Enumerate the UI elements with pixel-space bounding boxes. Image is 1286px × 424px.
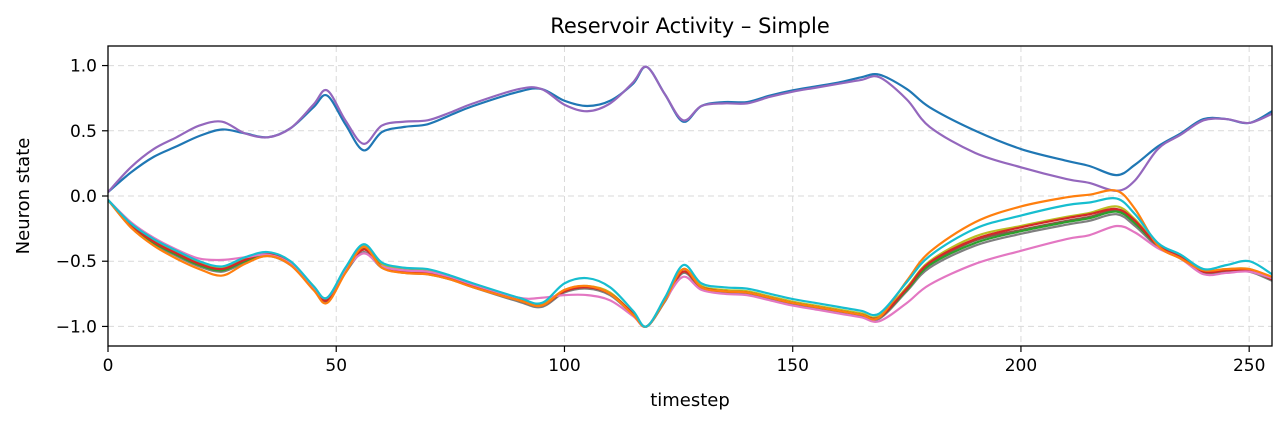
y-tick-label: 1.0 <box>70 57 97 77</box>
series-group <box>108 65 1272 328</box>
x-tick-label: 200 <box>1005 356 1037 376</box>
x-tick-label: 150 <box>776 356 808 376</box>
x-tick-label: 50 <box>325 356 347 376</box>
grid-lines <box>107 46 1272 346</box>
y-axis-label: Neuron state <box>13 138 34 255</box>
data-lines <box>108 65 1272 328</box>
x-tick-label: 250 <box>1233 356 1265 376</box>
x-axis-label: timestep <box>650 390 730 411</box>
x-axis-ticks: 0 50 100 150 200 250 <box>103 346 1265 376</box>
y-axis-ticks: −1.0 −0.5 0.0 0.5 1.0 <box>56 57 108 337</box>
y-tick-label: −1.0 <box>56 317 97 337</box>
x-tick-label: 0 <box>103 356 114 376</box>
y-tick-label: −0.5 <box>56 252 97 272</box>
y-tick-label: 0.5 <box>70 122 97 142</box>
neuron-series-line-1 <box>108 65 1272 194</box>
neuron-series-line-9 <box>108 197 1272 328</box>
x-tick-label: 100 <box>548 356 580 376</box>
y-tick-label: 0.0 <box>70 187 97 207</box>
chart-title: Reservoir Activity – Simple <box>550 14 830 38</box>
